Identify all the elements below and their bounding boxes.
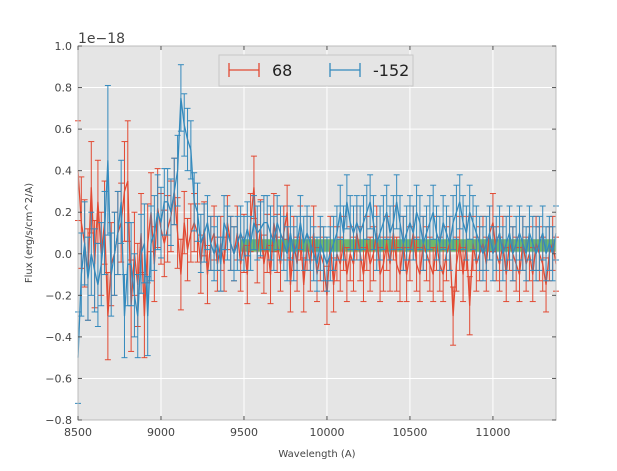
legend-label: 68 [272, 61, 292, 80]
legend-label: -152 [373, 61, 409, 80]
series-line [77, 97, 557, 358]
y-tick-label: 0.2 [55, 206, 73, 219]
series-1 [75, 64, 559, 404]
x-tick-label: 9500 [230, 426, 258, 439]
legend: 68 -152 [218, 54, 414, 87]
x-tick-label: 11000 [475, 426, 510, 439]
y-axis-label: Flux (erg/s/cm^2/A) [24, 183, 35, 283]
y-tick-label: −0.8 [45, 414, 72, 427]
y-tick-label: 0.6 [55, 123, 73, 136]
x-tick-label: 10000 [309, 426, 344, 439]
plot-background [78, 46, 556, 420]
legend-items: 68 -152 [228, 61, 409, 80]
series-layer [75, 45, 559, 421]
y-tick-label: −0.6 [45, 372, 72, 385]
x-tick-label: 10500 [392, 426, 427, 439]
y-tick-label: 0.0 [55, 248, 73, 261]
y-offset-label: 1e−18 [78, 31, 125, 47]
y-tick-label: −0.4 [45, 331, 72, 344]
y-tick-label: 0.8 [55, 82, 73, 95]
x-tick-label: 8500 [64, 426, 92, 439]
y-tick-label: −0.2 [45, 289, 72, 302]
x-axis-label: Wavelength (A) [278, 449, 355, 460]
tick-layer: 8500 9000 9500 10000 10500 11000 −0.8 −0.6 −0.4 −… [45, 40, 556, 439]
y-tick-label: 1.0 [55, 40, 73, 53]
plot-frame [77, 45, 557, 421]
y-tick-label: 0.4 [55, 165, 73, 178]
x-tick-label: 9000 [147, 426, 175, 439]
